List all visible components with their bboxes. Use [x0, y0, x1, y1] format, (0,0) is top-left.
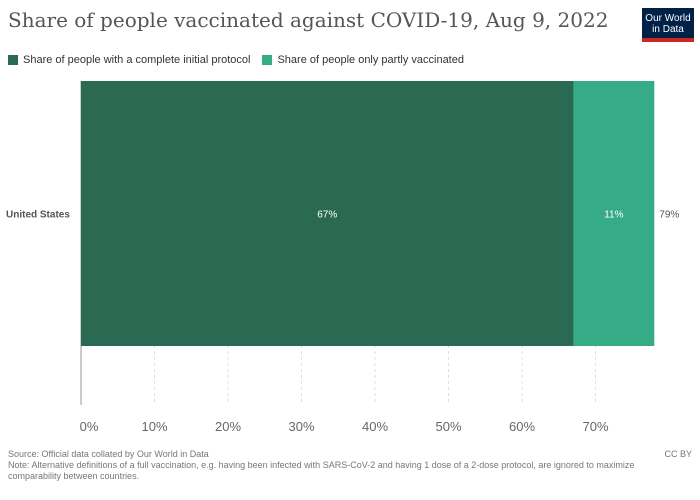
x-tick-label: 50% [435, 419, 461, 434]
category-label: United States [6, 210, 70, 221]
data-label: 11% [604, 210, 623, 221]
bar-segment-complete [81, 81, 574, 346]
total-label: 79% [659, 210, 679, 221]
x-tick-label: 10% [141, 419, 167, 434]
x-tick-label: 0% [80, 419, 99, 434]
license-text[interactable]: CC BY [664, 449, 692, 459]
footer: Source: Official data collated by Our Wo… [8, 449, 692, 482]
owid-logo[interactable]: Our World in Data [642, 8, 694, 42]
x-tick-label: 30% [288, 419, 314, 434]
logo-line-1: Our World [645, 13, 691, 24]
x-tick-label: 60% [509, 419, 535, 434]
legend-swatch-complete [8, 55, 18, 65]
legend-item-partly[interactable]: Share of people only partly vaccinated [262, 54, 464, 66]
data-label: 67% [317, 210, 337, 221]
legend: Share of people with a complete initial … [8, 54, 476, 66]
legend-swatch-partly [262, 55, 273, 65]
legend-item-complete[interactable]: Share of people with a complete initial … [8, 54, 250, 66]
logo-line-2: in Data [652, 24, 684, 35]
x-tick-label: 40% [362, 419, 388, 434]
bar-chart: 0% 10% 20% 30% 40% 50% 60% 70% United States 67% 1… [6, 81, 679, 434]
note-text: Note: Alternative definitions of a full … [8, 460, 635, 481]
bar-segment-partly [573, 81, 655, 346]
source-text: Source: Official data collated by Our Wo… [8, 449, 209, 459]
x-tick-label: 20% [215, 419, 241, 434]
x-tick-label: 70% [582, 419, 608, 434]
chart-title: Share of people vaccinated against COVID… [8, 8, 609, 32]
legend-label-complete: Share of people with a complete initial … [23, 54, 251, 66]
legend-label-partly: Share of people only partly vaccinated [277, 54, 464, 66]
